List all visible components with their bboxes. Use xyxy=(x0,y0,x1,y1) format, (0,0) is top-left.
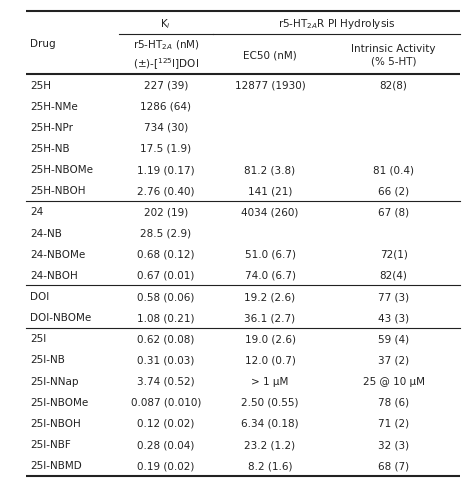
Text: 19.0 (2.6): 19.0 (2.6) xyxy=(245,334,295,344)
Text: 0.62 (0.08): 0.62 (0.08) xyxy=(137,334,195,344)
Text: 25H: 25H xyxy=(30,81,51,90)
Text: 78 (6): 78 (6) xyxy=(378,397,409,407)
Text: 25H-NPr: 25H-NPr xyxy=(30,122,73,133)
Text: 67 (8): 67 (8) xyxy=(378,207,409,217)
Text: 25I-NNap: 25I-NNap xyxy=(30,376,78,386)
Text: r5-HT$_{2A}$R PI Hydrolysis: r5-HT$_{2A}$R PI Hydrolysis xyxy=(277,17,395,31)
Text: 82(4): 82(4) xyxy=(380,270,408,280)
Text: 24-NB: 24-NB xyxy=(30,228,62,238)
Text: 12.0 (0.7): 12.0 (0.7) xyxy=(245,355,295,365)
Text: 12877 (1930): 12877 (1930) xyxy=(235,81,305,90)
Text: 4034 (260): 4034 (260) xyxy=(241,207,299,217)
Text: 2.76 (0.40): 2.76 (0.40) xyxy=(137,186,195,196)
Text: 8.2 (1.6): 8.2 (1.6) xyxy=(248,460,292,470)
Text: 81 (0.4): 81 (0.4) xyxy=(373,165,414,175)
Text: 25I: 25I xyxy=(30,334,46,344)
Text: 37 (2): 37 (2) xyxy=(378,355,409,365)
Text: 25H-NMe: 25H-NMe xyxy=(30,102,78,111)
Text: 3.74 (0.52): 3.74 (0.52) xyxy=(137,376,195,386)
Text: 68 (7): 68 (7) xyxy=(378,460,409,470)
Text: Intrinsic Activity
(% 5-HT): Intrinsic Activity (% 5-HT) xyxy=(351,44,436,66)
Text: 1.08 (0.21): 1.08 (0.21) xyxy=(137,312,195,323)
Text: 81.2 (3.8): 81.2 (3.8) xyxy=(245,165,296,175)
Text: 28.5 (2.9): 28.5 (2.9) xyxy=(140,228,191,238)
Text: 25I-NBOMe: 25I-NBOMe xyxy=(30,397,88,407)
Text: 24: 24 xyxy=(30,207,43,217)
Text: 43 (3): 43 (3) xyxy=(378,312,409,323)
Text: 23.2 (1.2): 23.2 (1.2) xyxy=(245,439,296,449)
Text: 17.5 (1.9): 17.5 (1.9) xyxy=(140,143,191,154)
Text: 6.34 (0.18): 6.34 (0.18) xyxy=(241,418,299,428)
Text: 734 (30): 734 (30) xyxy=(144,122,188,133)
Text: 227 (39): 227 (39) xyxy=(144,81,188,90)
Text: 25H-NBOMe: 25H-NBOMe xyxy=(30,165,93,175)
Text: 25I-NBOH: 25I-NBOH xyxy=(30,418,81,428)
Text: 2.50 (0.55): 2.50 (0.55) xyxy=(241,397,299,407)
Text: 25 @ 10 μM: 25 @ 10 μM xyxy=(363,376,425,386)
Text: 71 (2): 71 (2) xyxy=(378,418,409,428)
Text: 74.0 (6.7): 74.0 (6.7) xyxy=(245,270,295,280)
Text: K$_i$: K$_i$ xyxy=(161,17,172,31)
Text: 25I-NBMD: 25I-NBMD xyxy=(30,460,82,470)
Text: 0.68 (0.12): 0.68 (0.12) xyxy=(137,249,195,259)
Text: 66 (2): 66 (2) xyxy=(378,186,409,196)
Text: 0.19 (0.02): 0.19 (0.02) xyxy=(137,460,195,470)
Text: 25I-NB: 25I-NB xyxy=(30,355,65,365)
Text: 1.19 (0.17): 1.19 (0.17) xyxy=(137,165,195,175)
Text: 59 (4): 59 (4) xyxy=(378,334,409,344)
Text: 0.12 (0.02): 0.12 (0.02) xyxy=(137,418,195,428)
Text: 0.31 (0.03): 0.31 (0.03) xyxy=(137,355,195,365)
Text: 51.0 (6.7): 51.0 (6.7) xyxy=(245,249,295,259)
Text: 0.087 (0.010): 0.087 (0.010) xyxy=(131,397,201,407)
Text: 0.67 (0.01): 0.67 (0.01) xyxy=(137,270,195,280)
Text: 25H-NBOH: 25H-NBOH xyxy=(30,186,85,196)
Text: EC50 (nM): EC50 (nM) xyxy=(243,50,297,60)
Text: 141 (21): 141 (21) xyxy=(248,186,292,196)
Text: 24-NBOH: 24-NBOH xyxy=(30,270,78,280)
Text: 25I-NBF: 25I-NBF xyxy=(30,439,71,449)
Text: 19.2 (2.6): 19.2 (2.6) xyxy=(245,291,296,302)
Text: 82(8): 82(8) xyxy=(380,81,408,90)
Text: DOI: DOI xyxy=(30,291,49,302)
Text: 77 (3): 77 (3) xyxy=(378,291,409,302)
Text: DOI-NBOMe: DOI-NBOMe xyxy=(30,312,91,323)
Text: 1286 (64): 1286 (64) xyxy=(140,102,191,111)
Text: 0.58 (0.06): 0.58 (0.06) xyxy=(137,291,195,302)
Text: > 1 μM: > 1 μM xyxy=(251,376,289,386)
Text: 72(1): 72(1) xyxy=(380,249,408,259)
Text: 32 (3): 32 (3) xyxy=(378,439,409,449)
Text: 202 (19): 202 (19) xyxy=(144,207,188,217)
Text: 24-NBOMe: 24-NBOMe xyxy=(30,249,85,259)
Text: r5-HT$_{2A}$ (nM)
($\pm$)-[$^{125}$I]DOI: r5-HT$_{2A}$ (nM) ($\pm$)-[$^{125}$I]DOI xyxy=(133,39,199,72)
Text: 0.28 (0.04): 0.28 (0.04) xyxy=(137,439,195,449)
Text: 36.1 (2.7): 36.1 (2.7) xyxy=(245,312,296,323)
Text: 25H-NB: 25H-NB xyxy=(30,143,70,154)
Text: Drug: Drug xyxy=(30,39,55,48)
